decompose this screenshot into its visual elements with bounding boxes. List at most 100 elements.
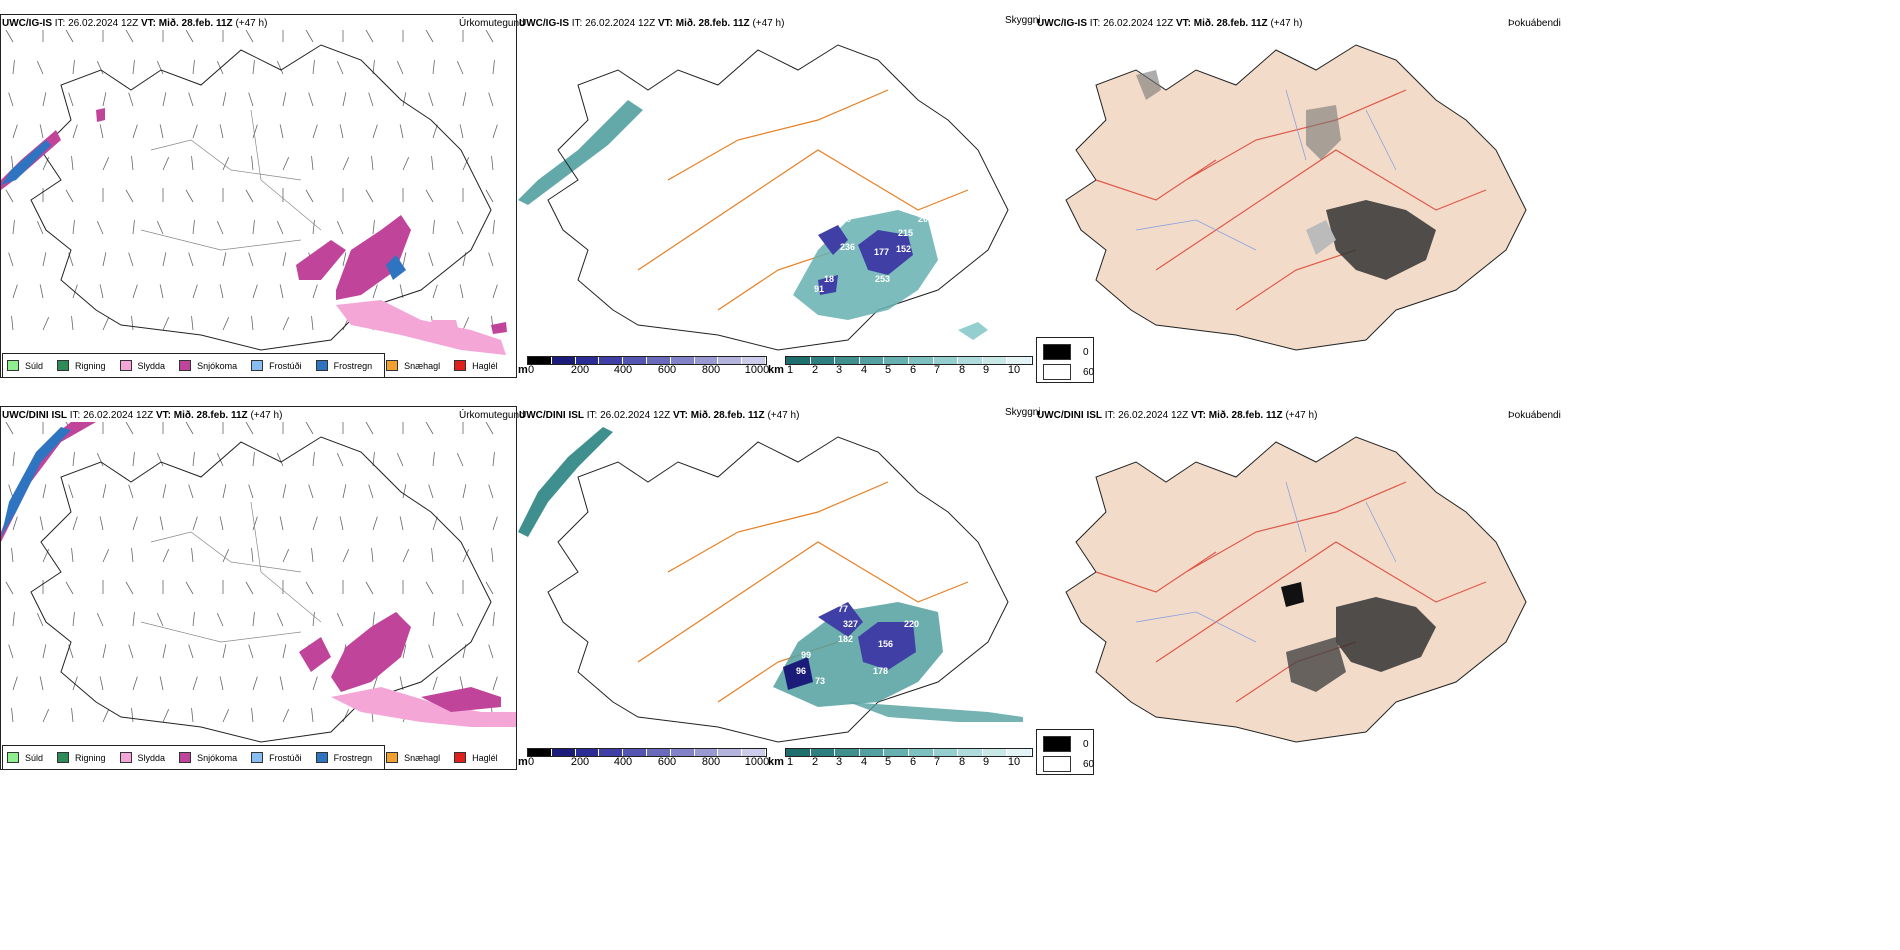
wind-barb: [42, 92, 47, 107]
wind-barb: [248, 644, 254, 659]
wind-barb: [402, 252, 407, 267]
wind-barb: [282, 317, 290, 331]
legend-swatch: [454, 360, 467, 371]
wind-barb: [485, 581, 494, 595]
wind-barb: [402, 484, 407, 499]
wind-barb: [159, 284, 164, 299]
wind-barb: [276, 221, 284, 235]
visibility-value-label: 96: [796, 666, 806, 676]
wind-barb: [162, 92, 167, 107]
fog-map: [1065, 436, 1527, 743]
wind-barb: [222, 644, 227, 659]
fog-legend: 0 60: [1036, 729, 1094, 775]
visibility-value-label: 152: [896, 244, 911, 254]
legend-swatch: [119, 752, 132, 763]
wind-barb: [248, 484, 254, 499]
wind-barb: [125, 581, 134, 595]
wind-barb: [402, 157, 410, 171]
wind-barb: [11, 316, 14, 331]
legend-item: Haglél: [454, 360, 498, 371]
panel-title-precip: Úrkomutegund: [459, 410, 525, 421]
wind-barb: [11, 156, 14, 171]
fog-legend-item: 60: [1043, 756, 1094, 772]
wind-barb: [282, 484, 287, 499]
wind-barb: [162, 709, 170, 723]
wind-barb: [432, 452, 435, 467]
wind-barb: [492, 220, 495, 235]
wind-barb: [428, 484, 434, 499]
wind-barb: [282, 252, 287, 267]
panel-header: UWC/IG-IS IT: 26.02.2024 12Z VT: Mið. 28…: [519, 18, 785, 29]
visibility-value-label: 73: [815, 676, 825, 686]
init-time: 26.02.2024 12Z: [1103, 18, 1174, 29]
legend-swatch: [119, 360, 132, 371]
fog-legend-item: 0: [1043, 736, 1089, 752]
wind-barb: [245, 422, 254, 435]
legend-item: Súld: [7, 360, 43, 371]
wind-barb: [42, 317, 50, 331]
wind-barb: [219, 516, 224, 531]
wind-barb: [485, 189, 494, 203]
wind-barb: [68, 92, 74, 107]
wind-barb: [159, 516, 164, 531]
valid-time: Mið. 28.feb. 11Z: [173, 410, 248, 421]
wind-barb: [462, 484, 467, 499]
model-name: UWC/IG-IS: [1037, 18, 1087, 29]
wind-barb: [305, 581, 314, 595]
wind-barb: [188, 92, 194, 107]
wind-barb: [128, 484, 134, 499]
lead-time: (+47 h): [1270, 18, 1303, 29]
wind-barb: [65, 30, 74, 43]
wind-barb: [125, 189, 134, 203]
wind-barb: [462, 92, 467, 107]
wind-barb: [222, 549, 230, 563]
wind-barb: [305, 30, 314, 43]
wind-barb: [12, 60, 15, 75]
wind-barb: [456, 61, 464, 75]
wind-barb: [99, 124, 104, 139]
wind-barb: [132, 220, 135, 235]
visibility-colorbar-m: [527, 356, 767, 365]
wind-barb: [191, 316, 194, 331]
wind-barb: [192, 60, 195, 75]
wind-barb: [159, 676, 164, 691]
wind-barb: [102, 92, 107, 107]
wind-barb: [276, 613, 284, 627]
wind-barb: [342, 484, 347, 499]
wind-barb: [132, 284, 138, 299]
wind-barb: [132, 676, 138, 691]
fog-legend-item: 60: [1043, 364, 1094, 380]
wind-barb: [72, 284, 78, 299]
legend-swatch: [179, 360, 192, 371]
wind-barb: [96, 221, 104, 235]
wind-barb: [191, 548, 194, 563]
lead-time: (+47 h): [767, 410, 800, 421]
legend-item: Snæhagl: [386, 752, 440, 763]
valid-time: Mið. 28.feb. 11Z: [1193, 18, 1268, 29]
wind-barb: [162, 252, 167, 267]
wind-barb: [8, 644, 14, 659]
wind-barb: [432, 676, 438, 691]
wind-barb: [162, 484, 167, 499]
wind-barb: [396, 453, 404, 467]
wind-barb: [12, 452, 15, 467]
wind-barb: [488, 484, 494, 499]
wind-barb: [491, 548, 494, 563]
legend-swatch: [251, 752, 264, 763]
unit-km: km: [768, 364, 784, 376]
visibility-value-label: 18: [824, 274, 834, 284]
visibility-value-label: 178: [873, 666, 888, 676]
visibility-value-label: 253: [875, 274, 890, 284]
wind-barb: [402, 549, 410, 563]
legend-item: Slydda: [119, 360, 165, 371]
wind-barb: [42, 709, 50, 723]
model-name: UWC/DINI ISL: [519, 410, 584, 421]
wind-barb: [312, 612, 315, 627]
wind-barb: [8, 484, 14, 499]
wind-barb: [282, 157, 290, 171]
wind-barb: [336, 221, 344, 235]
legend-item: Snjókoma: [179, 360, 237, 371]
wind-barb: [191, 708, 194, 723]
legend-swatch: [454, 752, 467, 763]
wind-barb: [188, 644, 194, 659]
